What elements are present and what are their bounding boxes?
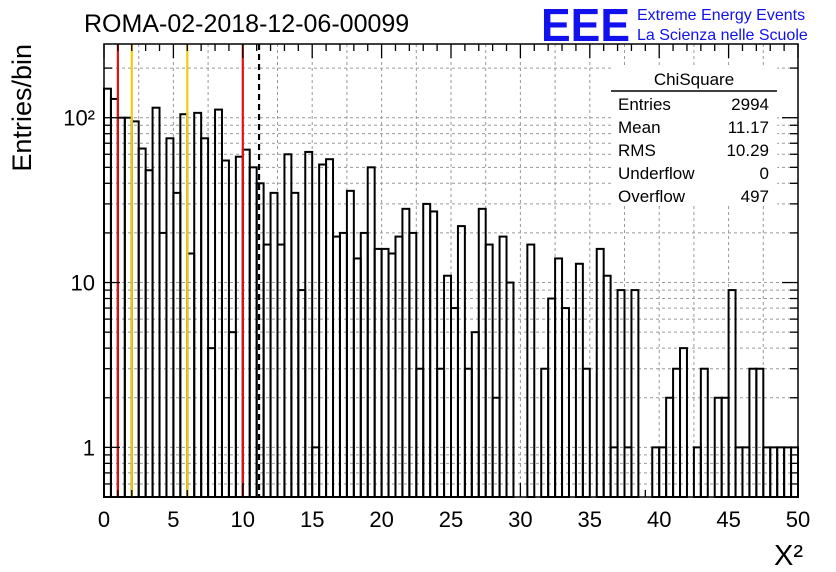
x-tick-label: 45 — [716, 507, 740, 532]
x-tick-label: 5 — [167, 507, 179, 532]
histogram-bin — [193, 111, 203, 498]
histogram-bin — [595, 247, 605, 498]
y-tick-label: 10 — [71, 271, 95, 296]
histogram-bin — [748, 367, 758, 498]
stats-row-label: Mean — [618, 118, 661, 137]
stats-row-value: 497 — [741, 187, 769, 206]
stats-row-value: 0 — [760, 164, 769, 183]
histogram-bin — [103, 87, 112, 499]
histogram-bin — [616, 289, 626, 499]
histogram-bin — [561, 307, 570, 498]
histogram-bin — [422, 202, 432, 498]
histogram-bin — [373, 247, 383, 498]
stats-row-label: Underflow — [618, 164, 695, 183]
stats-box-title: ChiSquare — [654, 70, 734, 89]
axis-ticks — [103, 44, 799, 498]
histogram-bin — [325, 158, 335, 498]
histogram-bin — [436, 367, 446, 498]
eee-logo: EEE Extreme Energy Events La Scienza nel… — [541, 0, 808, 51]
histogram-bin — [727, 289, 737, 499]
x-tick-label: 50 — [786, 507, 810, 532]
x-tick-label: 15 — [300, 507, 324, 532]
eee-logo-line-1: Extreme Energy Events — [637, 7, 805, 24]
histogram-bin — [450, 307, 459, 498]
cut-lines — [116, 44, 261, 497]
histogram-bin — [338, 231, 348, 498]
x-tick-label: 25 — [439, 507, 463, 532]
histogram-bin — [394, 235, 404, 498]
histogram-bin — [345, 189, 355, 498]
stats-row-label: RMS — [618, 141, 656, 160]
histogram-bin — [679, 347, 688, 498]
eee-logo-line-2: La Scienza nelle Scuole — [637, 27, 808, 44]
histogram-bin — [200, 137, 210, 499]
histogram-bin — [290, 191, 300, 498]
x-tick-labels: 0 5 10 15 20 25 30 35 40 45 50 — [98, 507, 810, 532]
histogram-bin — [630, 289, 640, 499]
histogram-bin — [498, 235, 508, 498]
histogram-bin — [505, 281, 515, 498]
stats-row-value: 2994 — [731, 95, 769, 114]
histogram-bin — [283, 153, 293, 498]
histogram-bin — [207, 347, 217, 498]
histogram-bin — [470, 331, 480, 498]
histogram-bin — [408, 231, 418, 498]
histogram-bin — [456, 225, 466, 498]
histogram-bin — [172, 191, 182, 498]
histogram-bin — [220, 159, 230, 498]
histogram-bin — [554, 257, 564, 498]
x-tick-label: 35 — [578, 507, 602, 532]
y-tick-labels: 1 10 10² — [63, 106, 95, 461]
stats-row-label: Entries — [618, 95, 671, 114]
y-tick-label: 1 — [83, 435, 95, 460]
chart-title: ROMA-02-2018-12-06-00099 — [84, 10, 409, 38]
histogram-bin — [463, 367, 473, 498]
x-tick-label: 10 — [231, 507, 255, 532]
histogram-bin — [158, 231, 168, 498]
histogram-bin — [151, 106, 161, 498]
y-tick-label: 10² — [63, 106, 95, 131]
histogram-bin — [352, 257, 362, 498]
histogram-bin — [755, 367, 765, 498]
x-tick-label: 20 — [369, 507, 393, 532]
histogram-bin — [401, 207, 411, 498]
x-tick-label: 0 — [98, 507, 110, 532]
x-tick-label: 30 — [508, 507, 532, 532]
eee-logo-mark: EEE — [541, 0, 630, 51]
x-tick-label: 40 — [647, 507, 671, 532]
stats-box-bg — [611, 66, 777, 206]
histogram-bin — [380, 247, 390, 498]
histogram-bin — [227, 331, 237, 498]
stats-row-label: Overflow — [618, 187, 686, 206]
histogram-bin — [165, 137, 175, 499]
x-axis-title: Χ² — [774, 540, 803, 572]
histogram-bin — [699, 367, 709, 498]
histogram-bin — [540, 367, 550, 498]
y-axis-title: Entries/bin — [7, 44, 37, 172]
stats-box: ChiSquare Entries 2994 Mean 11.17 RMS 10.29 Un… — [611, 66, 777, 206]
histogram-bin — [269, 191, 279, 498]
stats-row-value: 10.29 — [726, 141, 769, 160]
histogram-bin — [332, 235, 341, 498]
histogram-bin — [429, 210, 439, 499]
histogram-bin — [477, 207, 487, 498]
histogram-bin — [581, 367, 591, 498]
stats-row-value: 11.17 — [728, 118, 769, 137]
histogram-bin — [297, 289, 307, 499]
histogram-bin — [137, 147, 147, 498]
histogram-bin — [672, 367, 682, 498]
histogram-bin — [144, 169, 154, 498]
histogram-bin — [415, 367, 425, 498]
histogram-bin — [359, 231, 369, 498]
histogram-bin — [255, 182, 265, 498]
